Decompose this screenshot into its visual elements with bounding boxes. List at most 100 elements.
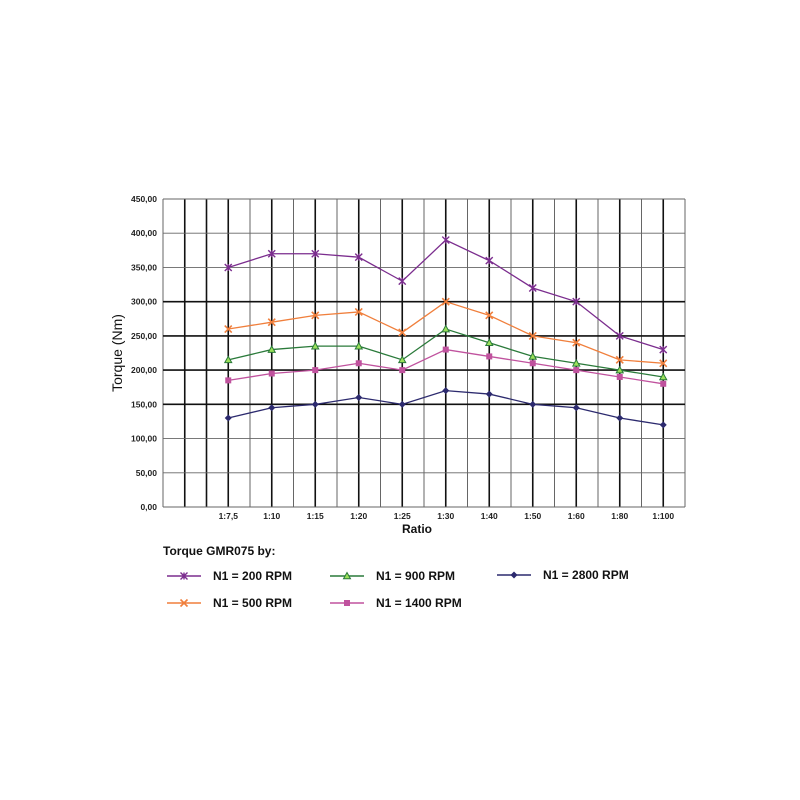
x-tick-label: 1:25 [394, 511, 411, 521]
data-point [529, 360, 536, 367]
data-point [312, 367, 319, 374]
x-tick-label: 1:15 [307, 511, 324, 521]
data-point [441, 297, 450, 306]
y-axis-label: Torque (Nm) [109, 314, 125, 392]
data-point [484, 338, 494, 347]
x-tick-label: 1:80 [611, 511, 628, 521]
data-point [659, 421, 667, 429]
data-point [616, 414, 624, 422]
x-tick-label: 1:100 [652, 511, 674, 521]
data-point [485, 390, 493, 398]
legend-item: N1 = 1400 RPM [328, 596, 462, 610]
data-point [398, 400, 406, 408]
y-tick-label: 50,00 [136, 468, 158, 478]
x-tick-label: 1:20 [350, 511, 367, 521]
data-point [571, 358, 581, 367]
y-tick-label: 400,00 [131, 228, 157, 238]
data-point [486, 353, 493, 360]
data-point [354, 341, 364, 350]
data-point [616, 373, 623, 380]
data-point [225, 377, 232, 384]
data-point [485, 256, 494, 265]
data-point [441, 236, 450, 245]
data-point [573, 367, 580, 374]
data-point [442, 387, 450, 395]
series-square [225, 346, 667, 387]
x-tick-label: 1:7,5 [219, 511, 239, 521]
x-axis-label: Ratio [402, 522, 432, 536]
data-point [660, 380, 667, 387]
data-point [224, 414, 232, 422]
data-point [615, 355, 624, 364]
data-point [572, 338, 581, 347]
legend-square-icon [330, 600, 364, 606]
data-point [529, 400, 537, 408]
data-point [441, 324, 451, 333]
data-point [310, 341, 320, 350]
x-tick-label: 1:40 [481, 511, 498, 521]
series-x [224, 297, 668, 368]
data-point [268, 404, 276, 412]
y-tick-label: 350,00 [131, 262, 157, 272]
data-point [659, 345, 668, 354]
data-point [659, 359, 668, 368]
series-triangle [223, 324, 668, 381]
data-point [223, 355, 233, 364]
data-point [485, 311, 494, 320]
legend-label: N1 = 2800 RPM [543, 568, 629, 582]
data-point [267, 249, 276, 258]
data-point [267, 345, 277, 353]
data-point [311, 400, 319, 408]
legend-diamond-icon [497, 571, 531, 579]
legend-label: N1 = 900 RPM [376, 569, 456, 583]
x-tick-label: 1:60 [568, 511, 585, 521]
data-point [397, 355, 407, 364]
y-tick-label: 200,00 [131, 365, 157, 375]
data-point [355, 393, 363, 401]
grid [162, 198, 686, 508]
legend-label: N1 = 500 RPM [213, 596, 293, 610]
x-tick-label: 1:10 [263, 511, 280, 521]
data-point [398, 277, 407, 286]
legend-item: N1 = 2800 RPM [495, 568, 629, 582]
data-point [399, 367, 406, 374]
legend-item: N1 = 900 RPM [328, 569, 455, 583]
y-axis-ticks: 0,00 50,00 100,00 150,00 200,00 250,00 300,00 3… [131, 194, 157, 512]
legend-label: N1 = 200 RPM [213, 569, 293, 583]
y-tick-label: 300,00 [131, 297, 157, 307]
data-point [528, 283, 537, 292]
series-asterisk [224, 236, 668, 354]
y-tick-label: 450,00 [131, 194, 157, 204]
data-point [224, 263, 233, 272]
data-point [572, 297, 581, 306]
legend-label: N1 = 1400 RPM [376, 596, 462, 610]
data-point [658, 372, 668, 381]
data-point [354, 253, 363, 262]
x-tick-label: 1:50 [524, 511, 541, 521]
data-point [311, 249, 320, 258]
y-tick-label: 250,00 [131, 331, 157, 341]
x-axis-ticks: 1:7,5 1:10 1:15 1:20 1:25 1:30 1:40 1:50 1:60 1:8… [219, 511, 675, 521]
y-tick-label: 150,00 [131, 399, 157, 409]
data-point [615, 365, 625, 374]
data-point [615, 331, 624, 340]
data-point [268, 370, 275, 377]
legend-item: N1 = 200 RPM [165, 569, 292, 583]
data-point [267, 318, 276, 327]
x-tick-label: 1:30 [437, 511, 454, 521]
data-point [354, 307, 363, 316]
legend-title: Torque GMR075 by: [163, 544, 276, 558]
data-point [442, 346, 449, 353]
legend-triangle-icon [330, 571, 364, 580]
data-point [398, 328, 407, 337]
legend-asterisk-icon [167, 572, 201, 580]
series-diamond [224, 387, 667, 429]
series-group [223, 236, 668, 429]
data-point [528, 351, 538, 360]
legend-item: N1 = 500 RPM [165, 596, 292, 610]
data-point [572, 404, 580, 412]
y-tick-label: 0,00 [140, 502, 157, 512]
y-tick-label: 100,00 [131, 434, 157, 444]
data-point [311, 311, 320, 320]
